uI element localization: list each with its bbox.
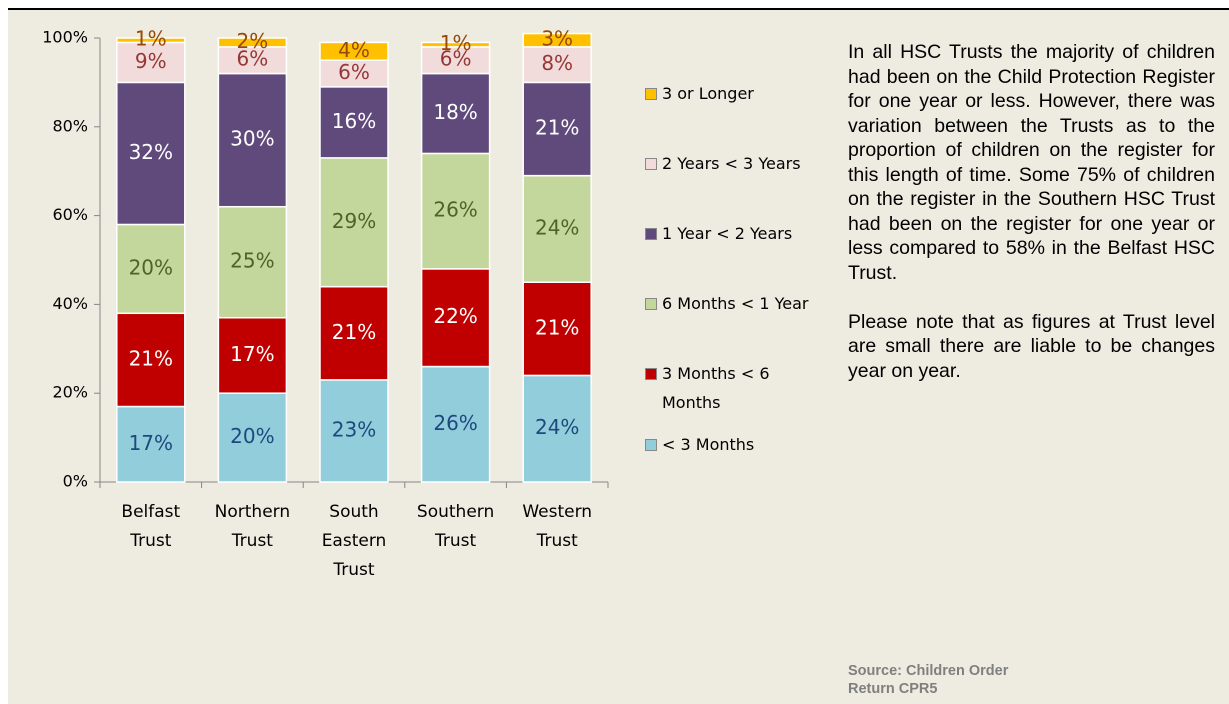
bar-segment (522, 32, 592, 48)
legend-swatch (645, 368, 657, 380)
value-label: 4% (338, 38, 370, 62)
value-label: 30% (230, 127, 274, 151)
value-label: 18% (433, 100, 477, 124)
legend-label: 2 Years < 3 Years (662, 154, 801, 173)
notes: In all HSC Trusts the majority of childr… (848, 40, 1215, 408)
x-tick-label: Belfast Trust (121, 502, 181, 551)
value-label: 24% (535, 215, 579, 239)
value-label: 2% (237, 29, 269, 53)
legend-item: 2 Years < 3 Years (645, 149, 815, 178)
value-label: 23% (332, 417, 376, 441)
x-tick-label: Southern Trust (416, 502, 495, 551)
bar-segment (116, 405, 186, 483)
value-label: 21% (535, 116, 579, 140)
bar-segment (217, 37, 288, 48)
bar-segment (319, 86, 389, 159)
background (8, 8, 1229, 704)
chart: 0%20%40%60%80%100%17%21%20%32%9%1%20%17%… (42, 27, 609, 491)
value-label: 16% (332, 109, 376, 133)
source: Source: Children Order Return CPR5 (848, 663, 1009, 697)
value-label: 17% (230, 342, 274, 366)
value-label: 21% (535, 315, 579, 339)
legend-item: 3 or Longer (645, 79, 815, 108)
legend-swatch (645, 158, 657, 170)
legend-item: < 3 Months (645, 430, 815, 459)
value-label: 6% (338, 60, 370, 84)
bar-segment (522, 174, 592, 283)
bar-segment (116, 81, 186, 226)
value-label: 8% (541, 51, 573, 75)
value-label: 21% (129, 346, 173, 370)
legend-item: 3 Months < 6 Months (645, 359, 815, 417)
value-label: 6% (440, 47, 472, 71)
legend-item: 1 Year < 2 Years (645, 219, 815, 248)
paragraph: In all HSC Trusts the majority of childr… (848, 41, 1215, 284)
bar-segment (319, 157, 389, 288)
legend-item: 6 Months < 1 Year (645, 289, 815, 318)
x-tick-label: Northern Trust (214, 502, 291, 551)
bar-segment (217, 316, 288, 394)
value-label: 26% (433, 411, 477, 435)
y-tick-label: 0% (63, 472, 88, 491)
y-tick-label: 20% (52, 383, 88, 402)
paragraph: Please note that as figures at Trust lev… (848, 310, 1215, 382)
value-label: 21% (332, 320, 376, 344)
bar-segment (116, 312, 186, 408)
legend-swatch (645, 298, 657, 310)
value-label: 25% (230, 249, 274, 273)
bar-segment (217, 205, 288, 319)
value-label: 6% (237, 47, 269, 71)
bar-segment (217, 46, 288, 75)
legend-swatch (645, 439, 657, 451)
bar-segment (420, 152, 491, 270)
value-label: 26% (433, 198, 477, 222)
x-tick-label: South Eastern Trust (321, 502, 387, 580)
y-tick-label: 80% (52, 116, 88, 135)
value-label: 22% (433, 304, 477, 328)
value-label: 3% (541, 27, 573, 51)
legend-swatch (645, 88, 657, 100)
x-tick-label: Western Trust (522, 502, 593, 551)
legend-label: 3 Months < 6 Months (662, 364, 770, 412)
legend-label: 3 or Longer (662, 84, 754, 103)
value-label: 29% (332, 209, 376, 233)
y-tick-label: 100% (42, 28, 88, 47)
bar-segment (420, 72, 491, 155)
bar-segment (116, 37, 186, 44)
value-label: 24% (535, 415, 579, 439)
legend-label: 6 Months < 1 Year (662, 294, 809, 313)
y-tick-label: 60% (52, 205, 88, 224)
legend-label: < 3 Months (662, 435, 755, 454)
bar-segment (420, 41, 491, 48)
value-label: 32% (129, 140, 173, 164)
bar-segment (522, 81, 592, 177)
bar-segment (319, 379, 389, 483)
bar-segment (420, 268, 491, 368)
value-label: 20% (230, 424, 274, 448)
y-tick-label: 40% (52, 294, 88, 313)
bar-segment (319, 285, 389, 381)
value-label: 1% (135, 27, 167, 51)
value-label: 20% (129, 255, 173, 279)
bar-segment (319, 41, 389, 61)
legend-label: 1 Year < 2 Years (662, 224, 793, 243)
bar-segment (217, 72, 288, 208)
bar-segment (116, 41, 186, 84)
value-label: 17% (129, 431, 173, 455)
value-label: 1% (440, 31, 472, 55)
bar-segment (420, 365, 491, 483)
value-label: 9% (135, 49, 167, 73)
legend-swatch (645, 228, 657, 240)
